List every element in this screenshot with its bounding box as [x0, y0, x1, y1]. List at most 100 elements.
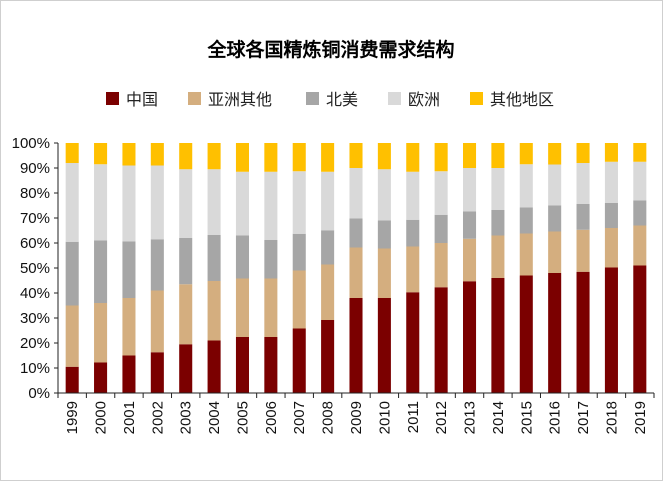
- legend-swatch: [106, 92, 119, 105]
- y-tick-label: 30%: [20, 310, 50, 327]
- bar-segment: [150, 143, 164, 166]
- bar-segment: [65, 366, 79, 393]
- x-tick-label: 2001: [121, 401, 138, 434]
- bar-segment: [576, 143, 590, 163]
- bar-segment: [548, 164, 562, 206]
- bar-segment: [321, 230, 335, 265]
- bar-segment: [633, 143, 647, 162]
- bar-segment: [491, 210, 505, 236]
- bar-segment: [94, 240, 108, 303]
- bar-segment: [377, 143, 391, 170]
- bar-segment: [122, 241, 136, 298]
- bar-segment: [406, 171, 420, 220]
- bar-segment: [179, 284, 193, 345]
- legend-swatch: [470, 92, 483, 105]
- bar-segment: [519, 275, 533, 393]
- bar-segment: [377, 248, 391, 298]
- x-tick-label: 2019: [632, 401, 649, 434]
- bar-segment: [349, 168, 363, 219]
- bar-segment: [321, 264, 335, 320]
- bar-segment: [604, 267, 618, 393]
- bar-segment: [519, 207, 533, 234]
- bar-segment: [122, 355, 136, 393]
- x-tick-label: 2004: [206, 401, 223, 434]
- y-tick-label: 40%: [20, 285, 50, 302]
- bar-segment: [434, 243, 448, 288]
- y-tick-label: 0%: [28, 385, 50, 402]
- bar-segment: [207, 169, 221, 235]
- bar-segment: [548, 231, 562, 273]
- x-tick-label: 1999: [64, 401, 81, 434]
- bar-segment: [604, 143, 618, 162]
- x-tick-label: 2018: [603, 401, 620, 434]
- bar-segment: [94, 303, 108, 363]
- x-tick-label: 2015: [518, 401, 535, 434]
- legend-swatch: [188, 92, 201, 105]
- bar-segment: [519, 143, 533, 165]
- bar-segment: [179, 344, 193, 393]
- bar-segment: [321, 143, 335, 172]
- bar-segment: [150, 290, 164, 353]
- legend-swatch: [388, 92, 401, 105]
- bar-segment: [122, 143, 136, 166]
- bar-segment: [491, 143, 505, 168]
- bar-segment: [349, 247, 363, 298]
- bar-segment: [65, 241, 79, 306]
- bar-segment: [94, 143, 108, 165]
- bar-segment: [264, 278, 278, 337]
- x-tick-label: 2008: [320, 401, 337, 434]
- bar-segment: [576, 271, 590, 393]
- bar-segment: [264, 240, 278, 279]
- x-tick-label: 2010: [376, 401, 393, 434]
- bar-segment: [235, 278, 250, 337]
- x-tick-label: 2016: [547, 401, 564, 434]
- x-tick-label: 2009: [348, 401, 365, 434]
- bar-segment: [462, 168, 477, 212]
- bar-segment: [179, 238, 193, 285]
- x-axis: 1999 2000 2001 2002 2003 2004 2005 2006 2007 2008…: [57, 392, 655, 434]
- y-tick-label: 60%: [20, 235, 50, 252]
- bar-segment: [377, 298, 391, 393]
- legend: 中国 亚洲其他 北美 欧洲 其他地区: [106, 90, 554, 109]
- bar-segment: [349, 143, 363, 168]
- bar-segment: [122, 298, 136, 356]
- bar-segment: [633, 265, 647, 393]
- bar-segment: [604, 161, 618, 203]
- bar-segment: [94, 362, 108, 393]
- bar-segment: [576, 204, 590, 230]
- bar-segment: [434, 214, 448, 243]
- bar-segment: [264, 171, 278, 240]
- bar-segment: [519, 164, 533, 208]
- bar-segment: [264, 143, 278, 172]
- y-tick-label: 10%: [20, 360, 50, 377]
- legend-label: 中国: [126, 90, 158, 109]
- bar-segment: [150, 165, 164, 240]
- bar-segment: [94, 164, 108, 241]
- bar-segment: [321, 320, 335, 393]
- bar-segment: [179, 143, 193, 170]
- x-tick-label: 2007: [291, 401, 308, 434]
- x-tick-label: 2011: [405, 401, 422, 433]
- x-tick-label: 2003: [178, 401, 195, 434]
- bar-segment: [462, 211, 477, 239]
- bar-segment: [576, 229, 590, 272]
- bar-segment: [406, 219, 420, 247]
- x-tick-label: 2013: [462, 401, 479, 434]
- bar-segment: [434, 287, 448, 393]
- bar-segment: [406, 292, 420, 393]
- bar-segment: [321, 171, 335, 231]
- bar-segment: [406, 143, 420, 172]
- x-tick-label: 2014: [490, 401, 507, 434]
- y-tick-label: 50%: [20, 260, 50, 277]
- x-tick-label: 2000: [93, 401, 110, 434]
- bar-segment: [491, 168, 505, 210]
- bar-segment: [548, 143, 562, 165]
- bar-segment: [633, 200, 647, 226]
- legend-swatch: [306, 92, 319, 105]
- bar-segment: [207, 340, 221, 393]
- y-tick-label: 20%: [20, 335, 50, 352]
- y-tick-label: 100%: [12, 135, 50, 152]
- bar-segment: [179, 169, 193, 238]
- bar-segment: [122, 165, 136, 242]
- y-tick-label: 80%: [20, 185, 50, 202]
